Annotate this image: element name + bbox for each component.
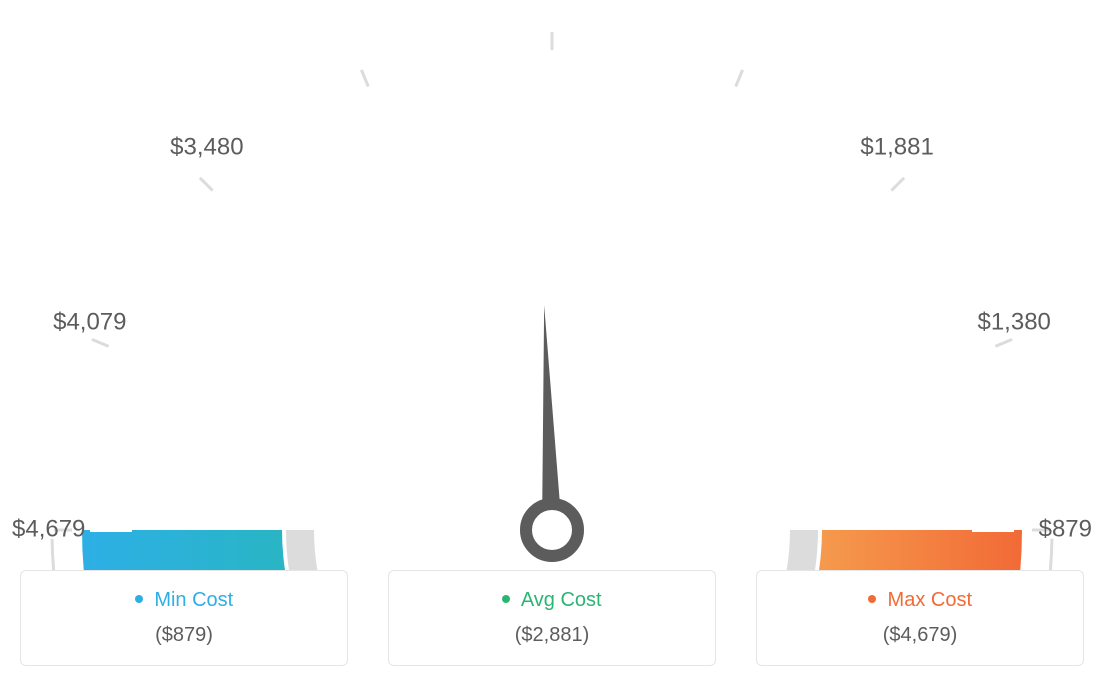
- legend-label: Max Cost: [888, 589, 972, 611]
- gauge-tick-major: [225, 203, 255, 233]
- gauge-chart: $879 $1,380 $1,881 $2,881 $3,480 $4,079 $4,679: [0, 0, 1104, 570]
- gauge-tick-minor: [462, 77, 467, 101]
- gauge-tick-label: $1,881: [860, 134, 933, 161]
- legend-title-avg: Avg Cost: [401, 589, 703, 612]
- gauge-tick-major: [125, 353, 164, 369]
- legend-card-avg: Avg Cost ($2,881): [388, 570, 716, 666]
- gauge-tick-major: [940, 353, 979, 369]
- gauge-tick-label: $2,881: [515, 0, 588, 2]
- legend-value-min: ($879): [33, 624, 335, 647]
- gauge-tick-major: [849, 203, 879, 233]
- legend-card-min: Min Cost ($879): [20, 570, 348, 666]
- gauge-tick-label: $4,679: [12, 515, 85, 542]
- gauge-tick-minor: [916, 273, 936, 286]
- gauge-needle: [542, 305, 562, 530]
- gauge-tick-ring: [891, 178, 904, 191]
- gauge-svg: $879 $1,380 $1,881 $2,881 $3,480 $4,079 $4,679: [0, 0, 1104, 570]
- gauge-needle-hub: [526, 504, 578, 556]
- gauge-tick-ring: [361, 70, 368, 87]
- legend-value-max: ($4,679): [769, 624, 1071, 647]
- dot-icon: [135, 595, 143, 603]
- legend-label: Avg Cost: [521, 589, 602, 611]
- gauge-tick-label: $3,480: [170, 134, 243, 161]
- gauge-tick-ring: [736, 70, 743, 87]
- gauge-tick-ring: [995, 339, 1012, 346]
- legend-value-avg: ($2,881): [401, 624, 703, 647]
- gauge-tick-minor: [99, 440, 123, 445]
- gauge-tick-major: [713, 103, 729, 142]
- gauge-tick-minor: [295, 146, 308, 166]
- gauge-tick-ring: [200, 178, 213, 191]
- dot-icon: [868, 595, 876, 603]
- legend-row: Min Cost ($879) Avg Cost ($2,881) Max Co…: [0, 570, 1104, 686]
- legend-label: Min Cost: [154, 589, 233, 611]
- gauge-tick-label: $879: [1039, 515, 1092, 542]
- gauge-tick-minor: [982, 440, 1006, 445]
- legend-title-max: Max Cost: [769, 589, 1071, 612]
- gauge-tick-label: $1,380: [977, 309, 1050, 336]
- gauge-tick-major: [375, 103, 391, 142]
- legend-title-min: Min Cost: [33, 589, 335, 612]
- gauge-tick-minor: [637, 77, 642, 101]
- gauge-tick-ring: [92, 339, 109, 346]
- gauge-tick-label: $4,079: [53, 309, 126, 336]
- dot-icon: [502, 595, 510, 603]
- legend-card-max: Max Cost ($4,679): [756, 570, 1084, 666]
- gauge-tick-minor: [168, 273, 188, 286]
- gauge-tick-minor: [795, 146, 808, 166]
